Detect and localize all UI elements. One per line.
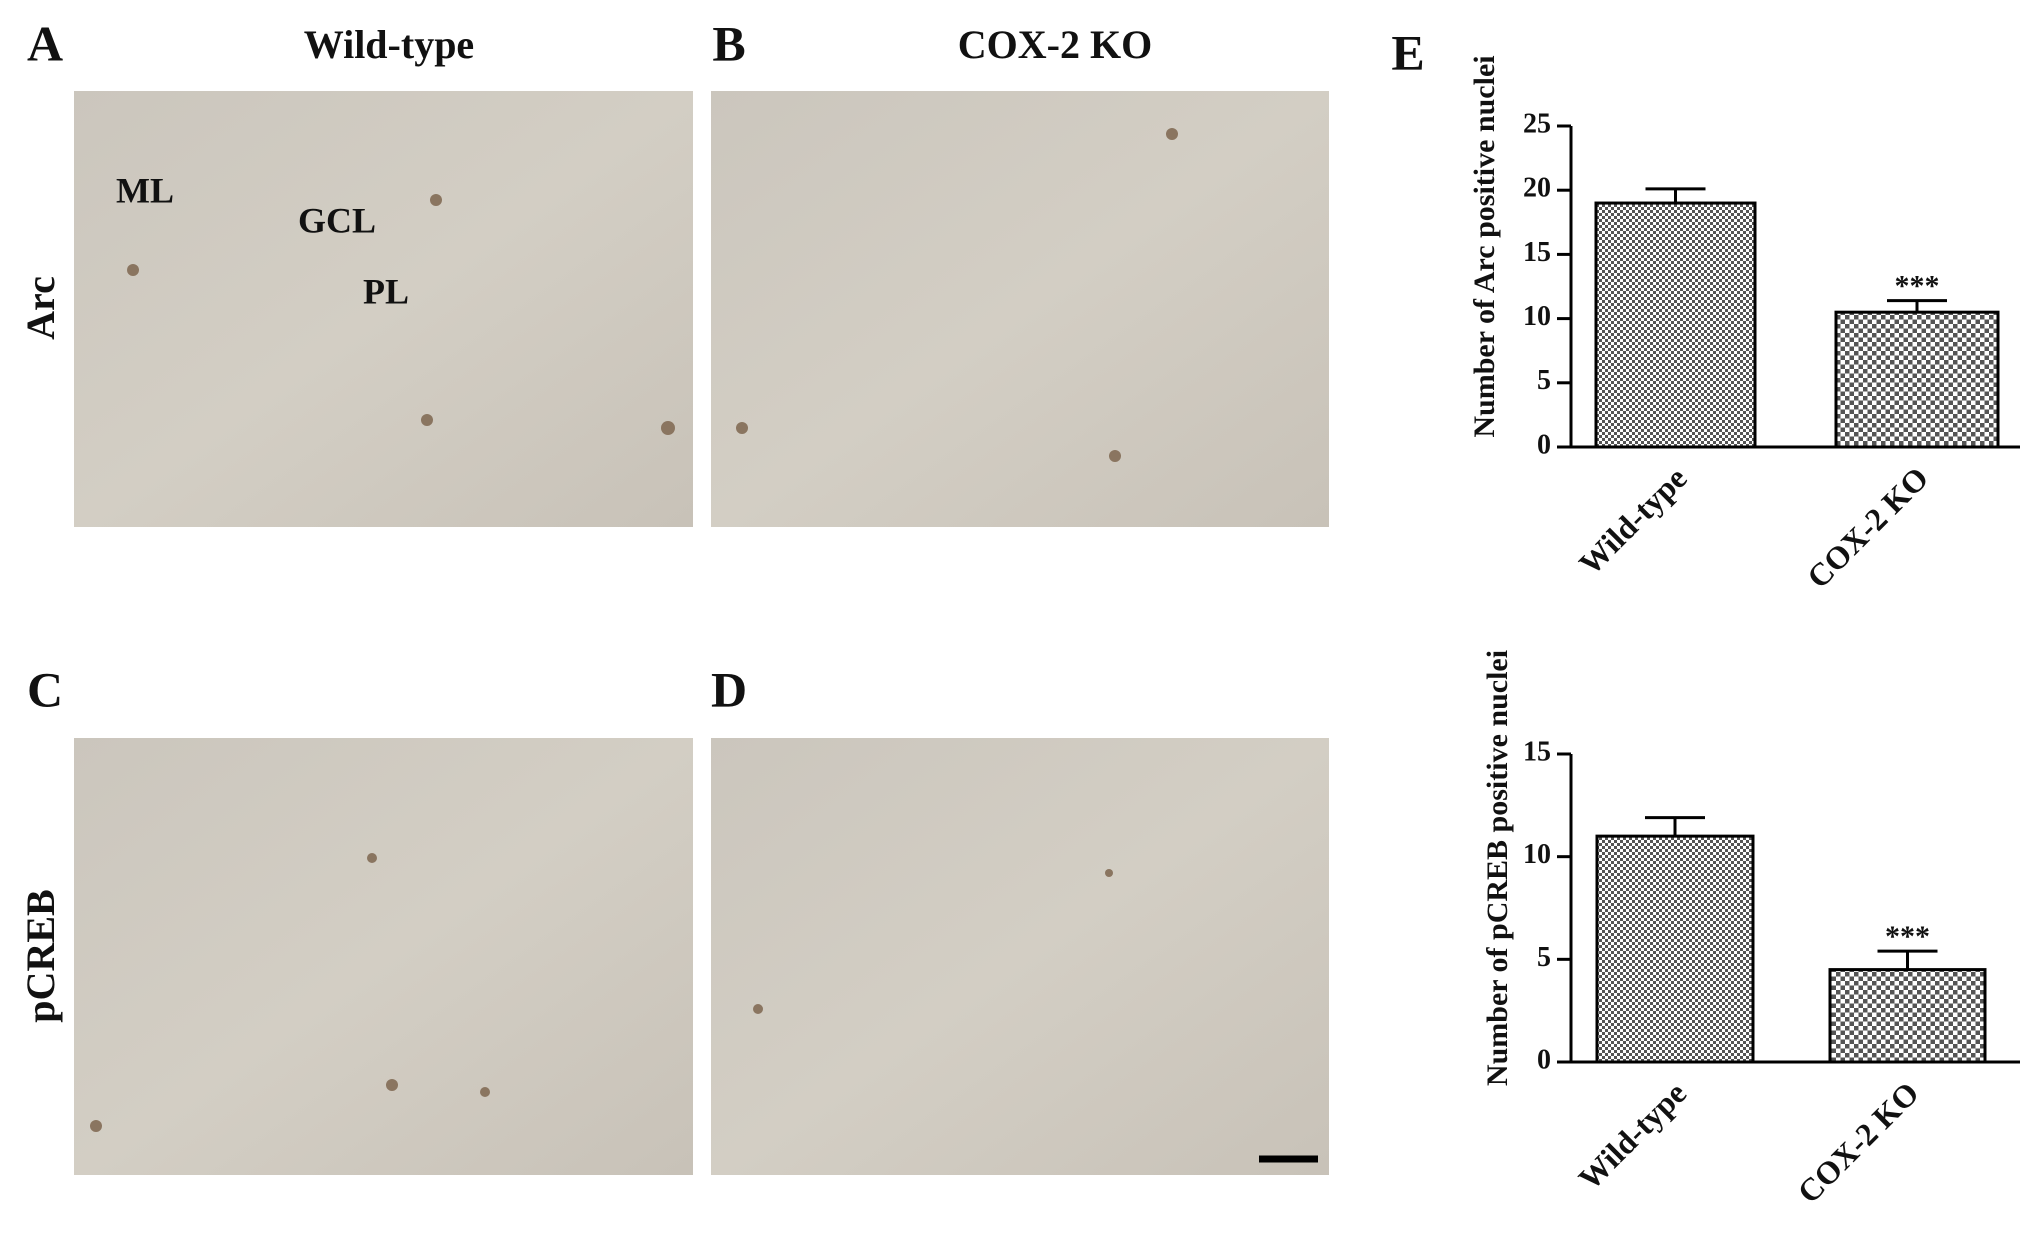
significance: *** — [1895, 270, 1940, 303]
panel-label: C — [27, 661, 63, 717]
bar — [1834, 310, 2000, 449]
error-bar — [1645, 816, 1705, 837]
bar — [1594, 201, 1757, 449]
y-tick-label: 20 — [1523, 173, 1551, 204]
region-label: GCL — [298, 200, 376, 240]
error-bar — [1877, 949, 1938, 970]
region-label: ML — [116, 170, 174, 210]
y-tick-label: 0 — [1537, 1044, 1551, 1075]
x-tick-label: COX-2 KO — [1800, 460, 1935, 595]
bar — [1828, 968, 1987, 1064]
cells — [90, 128, 1178, 1132]
y-tick-label: 10 — [1523, 301, 1551, 332]
y-tick-label: 0 — [1537, 429, 1551, 460]
y-tick-label: 15 — [1523, 736, 1551, 767]
panel-label: E — [1391, 24, 1424, 80]
significance: *** — [1885, 920, 1930, 953]
x-tick-label: Wild-type — [1571, 1075, 1693, 1197]
y-tick-label: 15 — [1523, 237, 1551, 268]
row-label: Arc — [18, 276, 63, 340]
y-tick-label: 25 — [1523, 108, 1551, 139]
panel-label: B — [712, 15, 745, 71]
x-tick-label: Wild-type — [1572, 460, 1694, 582]
y-axis-label: Number of Arc positive nuclei — [1468, 55, 1501, 437]
micrograph-c — [74, 738, 693, 1175]
micrograph-b — [711, 91, 1329, 527]
row-label: pCREB — [18, 889, 63, 1022]
y-tick-label: 5 — [1537, 942, 1551, 973]
x-tick-label: COX-2 KO — [1790, 1075, 1925, 1210]
bar — [1595, 834, 1755, 1064]
column-title: COX-2 KO — [958, 22, 1152, 67]
region-label: PL — [363, 271, 409, 311]
y-tick-label: 10 — [1523, 839, 1551, 870]
panel-label: D — [711, 661, 747, 717]
y-tick-label: 5 — [1537, 365, 1551, 396]
error-bar — [1887, 299, 1947, 313]
micrograph-a — [74, 91, 693, 527]
micrograph-d — [711, 738, 1329, 1175]
y-axis-label: Number of pCREB positive nuclei — [1481, 650, 1514, 1086]
error-bar — [1645, 187, 1706, 204]
panel-label: A — [27, 15, 63, 71]
column-title: Wild-type — [304, 22, 474, 67]
